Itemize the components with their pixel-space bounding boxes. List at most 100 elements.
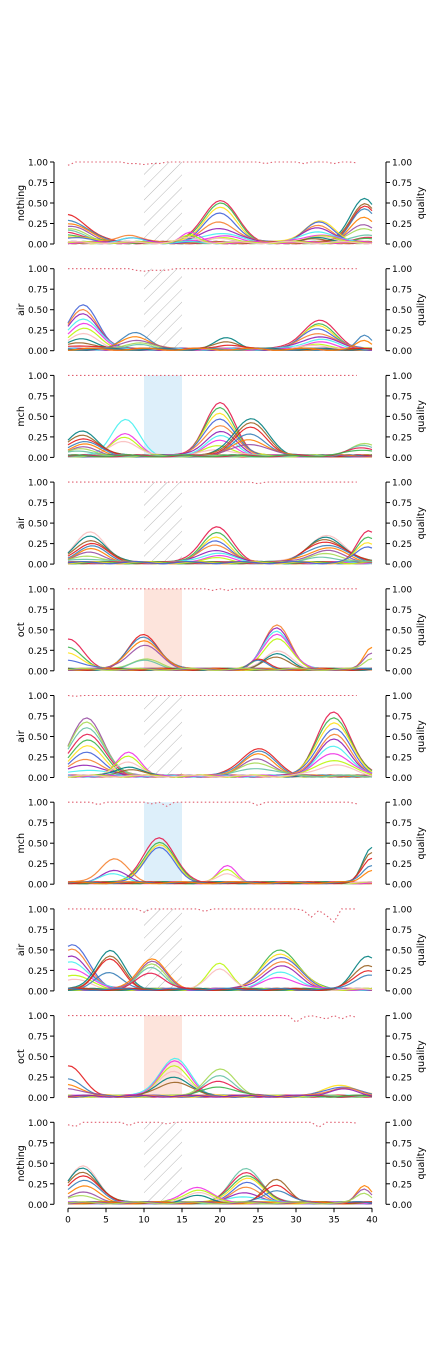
right-y-tick-label: 0.00 — [392, 561, 412, 571]
right-axis-label: quality — [416, 400, 427, 433]
right-y-tick-label: 0.00 — [392, 454, 412, 464]
right-y-tick-label: 1.00 — [392, 159, 412, 169]
score-line — [67, 711, 373, 778]
quality-line — [68, 481, 357, 485]
y-tick-label: 0.50 — [28, 413, 48, 423]
y-tick-label: 0.50 — [28, 520, 48, 530]
score-line — [67, 841, 373, 885]
y-tick-label: 1.00 — [28, 265, 48, 275]
score-line — [67, 961, 373, 992]
right-y-tick-label: 0.75 — [392, 286, 412, 296]
quality-line — [68, 801, 357, 807]
right-y-tick-label: 0.75 — [392, 819, 412, 829]
right-y-tick-label: 1.00 — [392, 1119, 412, 1129]
right-y-tick-label: 0.75 — [392, 1139, 412, 1149]
score-line — [67, 236, 373, 245]
right-y-tick-label: 0.75 — [392, 606, 412, 616]
right-axis-label: quality — [416, 186, 427, 219]
y-tick-label: 0.00 — [28, 561, 48, 571]
score-line — [67, 728, 373, 778]
right-y-tick-label: 0.25 — [392, 540, 412, 550]
score-line — [67, 851, 373, 885]
y-axis-label: mch — [16, 833, 27, 854]
right-y-tick-label: 1.00 — [392, 479, 412, 489]
right-y-tick-label: 1.00 — [392, 799, 412, 809]
y-tick-label: 0.00 — [28, 987, 48, 997]
right-y-tick-label: 0.50 — [392, 520, 412, 530]
right-y-tick-label: 0.75 — [392, 1033, 412, 1043]
y-tick-label: 1.00 — [28, 692, 48, 702]
right-y-tick-label: 0.00 — [392, 774, 412, 784]
y-axis-label: oct — [16, 1049, 27, 1064]
right-y-tick-label: 0.50 — [392, 413, 412, 423]
score-line — [67, 1074, 373, 1098]
y-tick-label: 0.25 — [28, 540, 48, 550]
right-y-tick-label: 0.75 — [392, 926, 412, 936]
score-line — [67, 1192, 373, 1205]
right-y-tick-label: 0.00 — [392, 667, 412, 677]
quality-line — [68, 908, 357, 923]
score-line — [67, 1088, 373, 1098]
x-tick-label: 10 — [138, 1215, 150, 1225]
score-line — [67, 644, 373, 671]
y-tick-label: 0.75 — [28, 606, 48, 616]
y-tick-label: 1.00 — [28, 479, 48, 489]
y-tick-label: 0.00 — [28, 454, 48, 464]
right-y-tick-label: 1.00 — [392, 1012, 412, 1022]
right-y-tick-label: 0.75 — [392, 713, 412, 723]
y-axis-label: nothing — [16, 185, 27, 221]
score-line — [67, 658, 373, 671]
score-line — [67, 949, 373, 992]
window-highlight — [144, 1015, 182, 1098]
y-tick-label: 0.25 — [28, 754, 48, 764]
shared-x-axis: 0 5 10 15 20 25 30 35 40 — [65, 1207, 378, 1225]
score-line — [67, 1057, 373, 1098]
y-tick-label: 0.00 — [28, 1094, 48, 1104]
right-axis-label: quality — [416, 720, 427, 753]
y-tick-label: 0.50 — [28, 200, 48, 210]
x-tick-label: 30 — [290, 1215, 302, 1225]
y-tick-label: 0.00 — [28, 774, 48, 784]
y-axis-label: air — [16, 730, 27, 742]
right-y-tick-label: 0.50 — [392, 840, 412, 850]
window-hatch — [144, 268, 182, 351]
right-y-tick-label: 0.00 — [392, 241, 412, 251]
score-line — [67, 646, 373, 671]
score-line — [67, 869, 373, 885]
y-tick-label: 0.25 — [28, 220, 48, 230]
y-tick-label: 0.25 — [28, 1180, 48, 1190]
quality-line — [67, 694, 357, 697]
y-tick-label: 0.00 — [28, 347, 48, 357]
score-line — [67, 1084, 373, 1098]
y-axis-label: air — [16, 944, 27, 956]
right-y-tick-label: 0.00 — [392, 881, 412, 891]
score-line — [67, 858, 373, 885]
y-tick-label: 0.50 — [28, 306, 48, 316]
window-hatch — [144, 695, 182, 778]
y-tick-label: 0.50 — [28, 1053, 48, 1063]
y-tick-label: 0.75 — [28, 713, 48, 723]
chart-panel-4: 0.00 0.00 0.25 0.25 0.50 0.50 0.75 0.75 1.00 1.00… — [16, 479, 427, 571]
chart-panel-1: 0.00 0.00 0.25 0.25 0.50 0.50 0.75 0.75 1.00 1.00… — [16, 159, 427, 251]
right-y-tick-label: 0.25 — [392, 647, 412, 657]
score-line — [67, 624, 373, 671]
y-tick-label: 1.00 — [28, 905, 48, 915]
right-axis-label: quality — [416, 1040, 427, 1073]
y-tick-label: 0.75 — [28, 926, 48, 936]
right-y-tick-label: 0.00 — [392, 347, 412, 357]
right-y-tick-label: 1.00 — [392, 372, 412, 382]
y-tick-label: 0.50 — [28, 840, 48, 850]
right-y-tick-label: 0.50 — [392, 1053, 412, 1063]
score-line — [67, 546, 373, 565]
right-y-tick-label: 0.00 — [392, 1201, 412, 1211]
y-tick-label: 0.75 — [28, 499, 48, 509]
quality-line — [68, 268, 357, 272]
y-tick-label: 0.00 — [28, 241, 48, 251]
quality-line — [68, 1015, 357, 1023]
score-line — [67, 764, 373, 778]
score-line — [67, 974, 373, 992]
x-tick-label: 15 — [176, 1215, 187, 1225]
chart-panel-6: 0.00 0.00 0.25 0.25 0.50 0.50 0.75 0.75 1.00 1.00… — [16, 692, 427, 784]
window-highlight — [144, 588, 182, 671]
